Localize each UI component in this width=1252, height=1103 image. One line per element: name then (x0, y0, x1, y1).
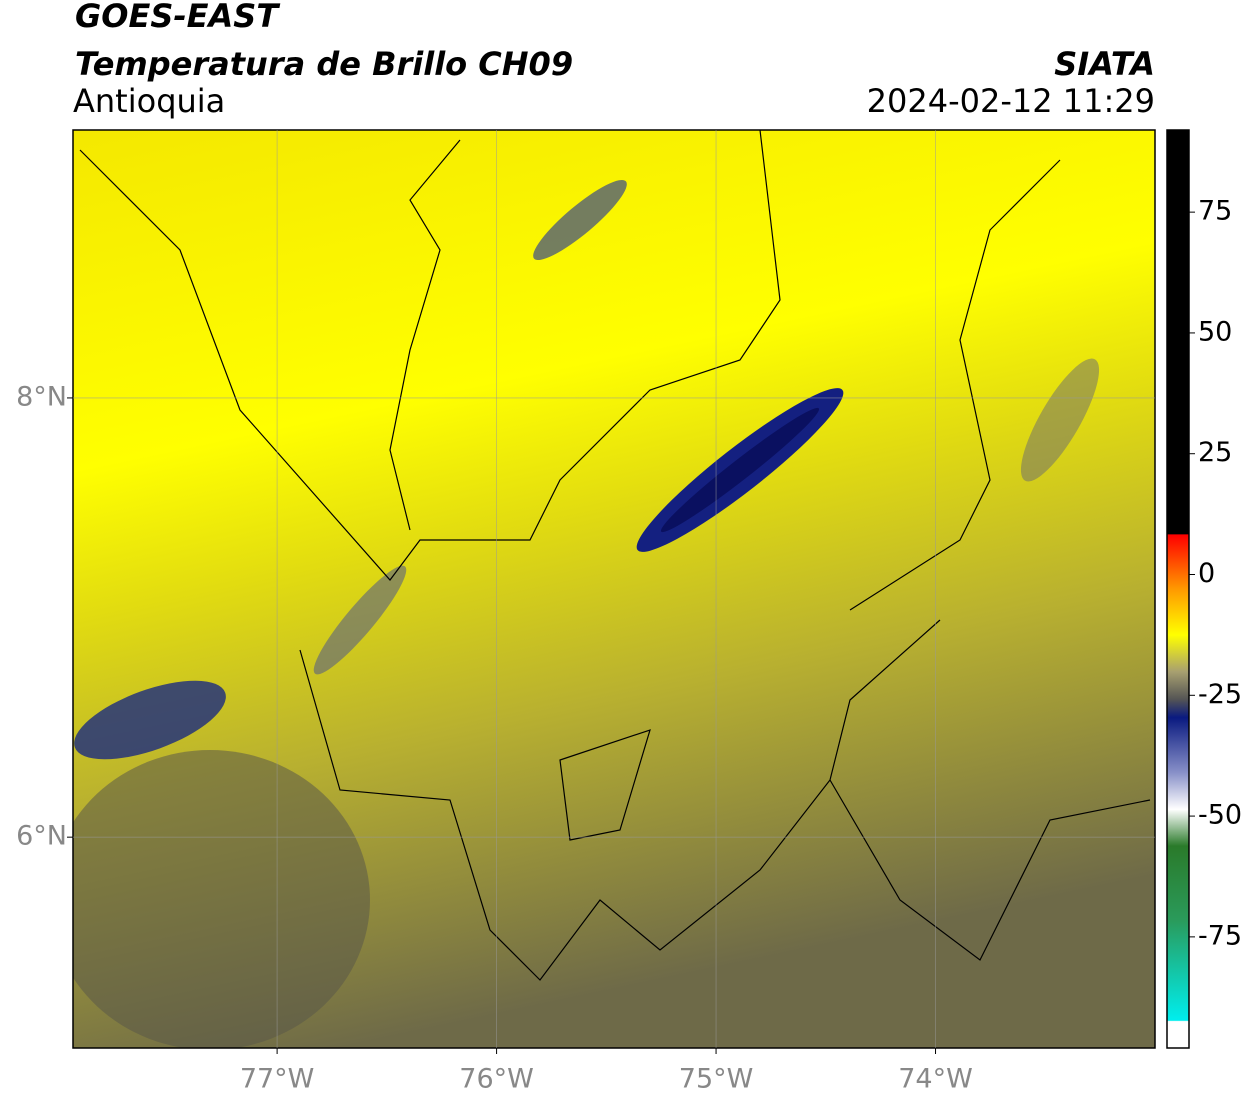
map-imagery (73, 130, 1155, 1048)
source: SIATA (1054, 45, 1155, 83)
subtitle: Temperatura de Brillo CH09 (75, 45, 573, 83)
title: GOES-EAST (75, 0, 280, 35)
colorbar-tick-label: 25 (1198, 437, 1232, 468)
x-tick-label: 76°W (459, 1064, 534, 1095)
colorbar-tick-label: 75 (1198, 196, 1232, 227)
map-frame (72, 129, 1156, 1049)
region: Antioquia (73, 82, 225, 120)
x-tick-label: 77°W (240, 1064, 315, 1095)
colorbar-tick-label: -75 (1198, 920, 1242, 951)
x-tick-label: 75°W (679, 1064, 754, 1095)
x-tick-label: 74°W (898, 1064, 973, 1095)
colorbar (1166, 129, 1190, 1049)
colorbar-tick-label: -25 (1198, 679, 1242, 710)
colorbar-tick-label: -50 (1198, 800, 1242, 831)
y-tick-label: 8°N (16, 381, 67, 412)
colorbar-tick-label: 50 (1198, 316, 1232, 347)
colorbar-tick-label: 0 (1198, 558, 1215, 589)
datetime: 2024-02-12 11:29 (867, 82, 1155, 120)
y-tick-label: 6°N (16, 821, 67, 852)
